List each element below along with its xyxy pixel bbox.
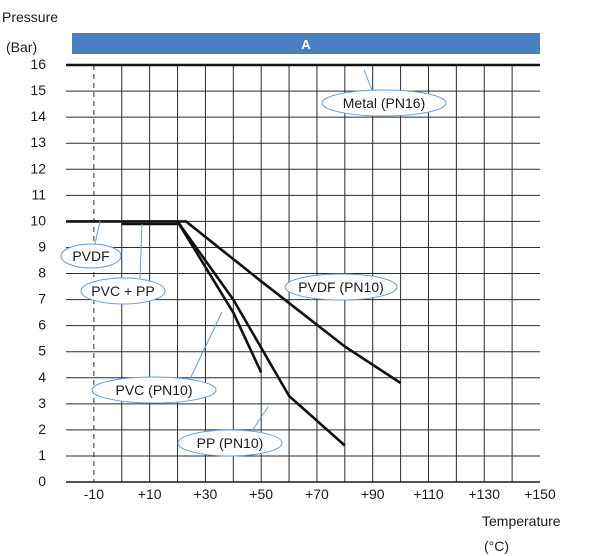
y-tick-label: 4: [38, 369, 46, 385]
series-label-pvc-pn10: PVC (PN10): [115, 382, 192, 398]
y-tick-label: 6: [38, 317, 46, 333]
callout-pp-pn10: [177, 429, 283, 457]
series-label-pvdf-pn10: PVDF (PN10): [298, 279, 384, 295]
y-tick-label: 1: [38, 447, 46, 463]
y-tick-label: 12: [30, 160, 46, 176]
leader-line-pvc-pn10: [189, 311, 223, 380]
y-tick-label: 3: [38, 395, 46, 411]
x-tick-label: +50: [249, 486, 273, 502]
y-tick-label: 7: [38, 291, 46, 307]
x-tick-label: +130: [468, 486, 500, 502]
y-tick-label: 9: [38, 238, 46, 254]
x-tick-label: +10: [138, 486, 162, 502]
leader-line-metal-pn16: [363, 69, 373, 91]
y-axis-title-line1: Pressure: [2, 9, 58, 25]
band-a-bar: [72, 33, 540, 54]
callout-pvc-pp: [80, 277, 166, 305]
y-tick-label: 10: [30, 212, 46, 228]
x-axis-title-line2: (°C): [484, 538, 509, 554]
label-leaders: [94, 69, 373, 432]
x-tick-label: -10: [84, 486, 104, 502]
leader-line-pp-pn10: [251, 406, 269, 432]
callout-pvdf-pn10: [284, 273, 398, 301]
y-tick-label: 2: [38, 421, 46, 437]
x-tick-label: +90: [361, 486, 385, 502]
y-tick-label: 13: [30, 134, 46, 150]
series-label-pvdf: PVDF: [72, 248, 109, 264]
y-tick-label: 0: [38, 473, 46, 489]
x-tick-label: +150: [524, 486, 556, 502]
y-tick-label: 16: [30, 56, 46, 72]
x-tick-label: +110: [413, 486, 444, 502]
y-tick-label: 14: [30, 108, 46, 124]
series-label-pvc-pp: PVC + PP: [91, 283, 154, 299]
x-tick-label: +30: [194, 486, 218, 502]
callout-pvc-pn10: [91, 376, 217, 404]
leader-line-pvdf: [94, 220, 101, 245]
series-label-metal-pn16: Metal (PN16): [343, 95, 425, 111]
callout-metal-pn16: [321, 89, 447, 117]
band-a-label: A: [301, 37, 311, 52]
y-axis-title-line2: (Bar): [6, 39, 37, 55]
x-axis-title-line1: Temperature: [482, 513, 561, 529]
series-label-pp-pn10: PP (PN10): [197, 435, 264, 451]
series-labels: Metal (PN16) PVDF PVC + PP PVDF (PN10) PVC (…: [60, 89, 447, 457]
band-a: A: [72, 33, 540, 54]
y-tick-label: 11: [31, 186, 46, 202]
series-lines: [66, 63, 540, 447]
y-tick-label: 8: [38, 265, 46, 281]
x-tick-labels: -10 +10 +30 +50 +70 +90 +110 +130 +150: [84, 486, 556, 502]
y-tick-label: 5: [38, 343, 46, 359]
callout-pvdf: [60, 243, 122, 269]
series-line-pvdf-pn10: [177, 220, 402, 385]
x-tick-label: +70: [305, 486, 329, 502]
y-tick-label: 15: [30, 82, 46, 98]
grid: [66, 64, 540, 483]
series-line-pvc-pn10: [176, 220, 263, 374]
series-line-pp-pn10: [176, 220, 346, 447]
leader-line-pvc-pp: [139, 223, 143, 279]
